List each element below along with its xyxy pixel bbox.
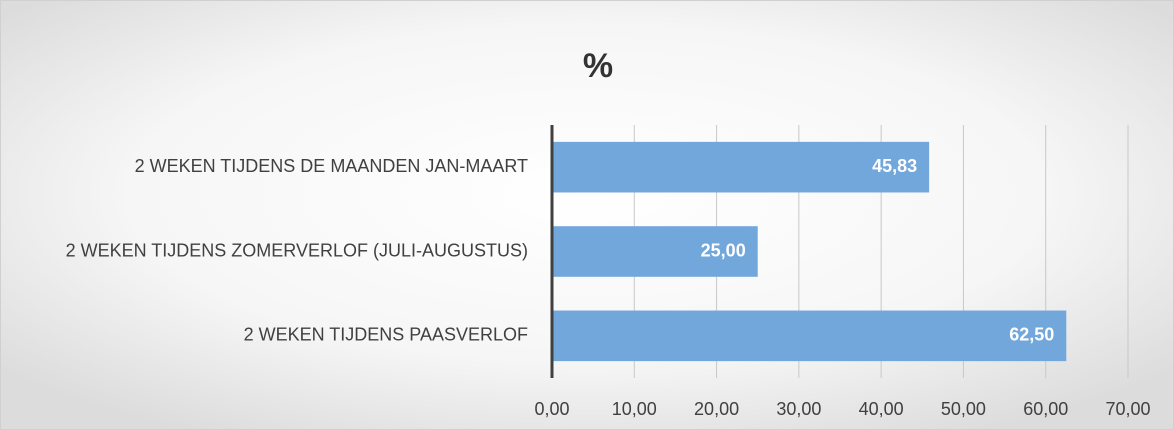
data-label: 25,00 bbox=[701, 240, 746, 260]
y-tick-label: 2 WEKEN TIJDENS DE MAANDEN JAN-MAART bbox=[135, 156, 528, 176]
x-tick-label: 50,00 bbox=[941, 399, 986, 419]
data-label: 45,83 bbox=[872, 156, 917, 176]
data-label: 62,50 bbox=[1009, 325, 1054, 345]
x-tick-label: 60,00 bbox=[1023, 399, 1068, 419]
y-tick-label: 2 WEKEN TIJDENS ZOMERVERLOF (JULI-AUGUST… bbox=[66, 240, 528, 260]
x-tick-label: 70,00 bbox=[1105, 399, 1150, 419]
x-tick-label: 10,00 bbox=[612, 399, 657, 419]
x-tick-label: 20,00 bbox=[694, 399, 739, 419]
x-tick-label: 0,00 bbox=[534, 399, 569, 419]
bar bbox=[552, 226, 758, 277]
x-tick-label: 40,00 bbox=[859, 399, 904, 419]
y-tick-label: 2 WEKEN TIJDENS PAASVERLOF bbox=[244, 325, 528, 345]
bar bbox=[552, 310, 1067, 362]
x-tick-label: 30,00 bbox=[776, 399, 821, 419]
chart-title: % bbox=[583, 47, 613, 85]
bar bbox=[552, 141, 930, 193]
